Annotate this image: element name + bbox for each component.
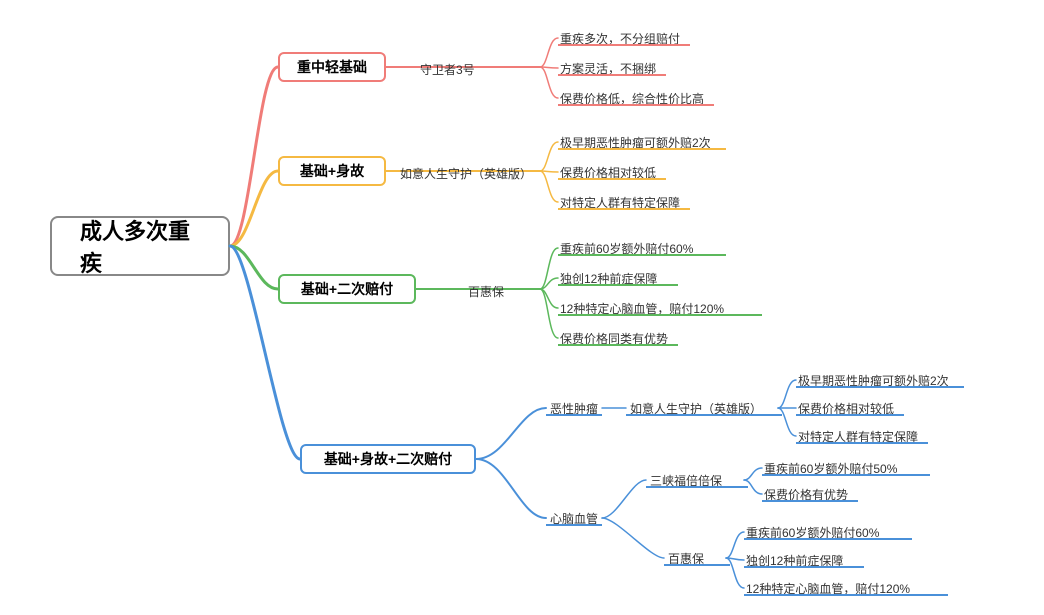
leaf-text: 极早期恶性肿瘤可额外赔2次 — [560, 134, 711, 153]
leaf-underline — [558, 254, 726, 256]
leaf-underline — [558, 104, 714, 106]
branch-box: 基础+二次赔付 — [278, 274, 416, 304]
leaf-underline — [558, 44, 690, 46]
leaf-underline — [626, 414, 782, 416]
branch-box: 重中轻基础 — [278, 52, 386, 82]
leaf-underline — [796, 442, 928, 444]
branch-box: 基础+身故+二次赔付 — [300, 444, 476, 474]
leaf-underline — [664, 564, 730, 566]
leaf-underline — [558, 208, 690, 210]
leaf-text: 保费价格相对较低 — [560, 164, 656, 183]
leaf-text: 12种特定心脑血管，赔付120% — [560, 300, 724, 319]
leaf-text: 对特定人群有特定保障 — [798, 428, 918, 447]
leaf-underline — [546, 414, 602, 416]
leaf-underline — [558, 284, 678, 286]
leaf-text: 重疾前60岁额外赔付50% — [764, 460, 897, 479]
leaf-underline — [796, 386, 964, 388]
leaf-underline — [762, 474, 930, 476]
leaf-text: 保费价格同类有优势 — [560, 330, 668, 349]
leaf-underline — [558, 314, 762, 316]
mid-label: 百惠保 — [468, 283, 504, 300]
leaf-underline — [744, 538, 912, 540]
mid-label: 守卫者3号 — [420, 61, 475, 78]
leaf-text: 12种特定心脑血管，赔付120% — [746, 580, 910, 599]
leaf-text: 极早期恶性肿瘤可额外赔2次 — [798, 372, 949, 391]
leaf-underline — [558, 344, 678, 346]
leaf-text: 保费价格低，综合性价比高 — [560, 90, 704, 109]
leaf-underline — [558, 178, 666, 180]
leaf-text: 方案灵活，不捆绑 — [560, 60, 656, 79]
leaf-underline — [558, 74, 666, 76]
leaf-text: 重疾前60岁额外赔付60% — [746, 524, 879, 543]
leaf-text: 对特定人群有特定保障 — [560, 194, 680, 213]
leaf-text: 独创12种前症保障 — [560, 270, 657, 289]
leaf-underline — [744, 566, 864, 568]
branch-box: 基础+身故 — [278, 156, 386, 186]
root-node: 成人多次重疾 — [50, 216, 230, 276]
mid-label: 如意人生守护（英雄版） — [400, 165, 532, 182]
leaf-text: 重疾多次，不分组赔付 — [560, 30, 680, 49]
leaf-text: 重疾前60岁额外赔付60% — [560, 240, 693, 259]
leaf-underline — [558, 148, 726, 150]
leaf-text: 独创12种前症保障 — [746, 552, 843, 571]
leaf-underline — [762, 500, 858, 502]
leaf-underline — [646, 486, 748, 488]
leaf-underline — [546, 524, 602, 526]
leaf-underline — [796, 414, 904, 416]
leaf-text: 保费价格相对较低 — [798, 400, 894, 419]
leaf-underline — [744, 594, 948, 596]
leaf-text: 保费价格有优势 — [764, 486, 848, 505]
